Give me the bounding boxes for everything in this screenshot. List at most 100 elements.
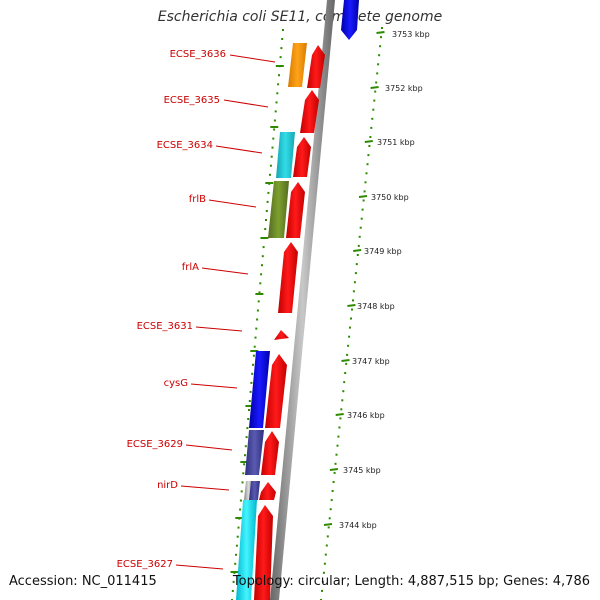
ring-dot <box>375 81 378 84</box>
ring-dot <box>381 27 383 29</box>
ring-dot <box>321 589 323 592</box>
ring-dot <box>256 318 259 321</box>
ring-dot <box>354 272 357 275</box>
ring-dot <box>358 235 361 238</box>
gene-label-frlb[interactable]: frlB <box>189 194 206 205</box>
ring-dot <box>337 435 340 438</box>
ring-dot <box>255 327 258 330</box>
gene-labels: ECSE_3636 ECSE_3635 ECSE_3634 frlB frlA … <box>117 49 226 570</box>
ring-dot <box>343 381 346 384</box>
ring-dot <box>341 399 344 402</box>
feature-blue-top[interactable] <box>341 0 359 40</box>
ring-dot <box>262 246 265 249</box>
scale-tick <box>376 31 385 34</box>
cds-arrow[interactable] <box>293 137 311 177</box>
ring-dot <box>232 580 235 583</box>
cds-arrow[interactable] <box>307 45 325 88</box>
ring-dot <box>277 83 280 86</box>
ring-dot <box>380 36 382 39</box>
ring-dot <box>252 363 254 366</box>
ring-dot <box>324 553 327 556</box>
scale-label: 3746 kbp <box>347 411 385 420</box>
ring-dot <box>359 226 362 229</box>
ring-dot <box>269 164 272 167</box>
scale-labels: 3753 kbp 3752 kbp 3751 kbp 3750 kbp 3749… <box>339 30 430 530</box>
ring-dot <box>261 255 264 258</box>
ring-dot <box>352 290 355 293</box>
ring-dot <box>254 336 257 339</box>
scale-tick <box>358 195 368 198</box>
scale-ring <box>320 27 385 600</box>
ring-dot <box>246 427 249 430</box>
gene-block-ecse-3636[interactable] <box>288 43 307 87</box>
scale-tick <box>347 304 356 307</box>
genome-backbone <box>270 0 335 600</box>
gene-label-ecse-3634[interactable]: ECSE_3634 <box>157 140 213 151</box>
ring-dot <box>348 335 351 338</box>
ring-dot <box>273 119 276 122</box>
cds-arrow[interactable] <box>286 182 305 238</box>
gene-block-cysg[interactable] <box>249 351 270 428</box>
cds-arrow[interactable] <box>265 354 287 428</box>
gene-label-frla[interactable]: frlA <box>182 262 199 273</box>
ring-dot <box>355 263 358 266</box>
ring-dot <box>352 299 354 302</box>
ring-dot <box>250 381 253 384</box>
ring-dot <box>353 281 356 284</box>
cds-arrow[interactable] <box>278 242 298 313</box>
ring-dot <box>367 154 370 157</box>
gene-label-ecse-3631[interactable]: ECSE_3631 <box>137 321 193 332</box>
ring-dot <box>279 56 282 59</box>
ring-dot <box>236 535 239 538</box>
gene-label-ecse-3627[interactable]: ECSE_3627 <box>117 559 173 570</box>
ring-dot <box>261 264 263 267</box>
ring-dot <box>248 400 251 402</box>
ring-dot <box>234 562 237 565</box>
ring-dot <box>241 481 244 484</box>
ring-dot <box>267 191 270 194</box>
ring-dot <box>240 490 243 493</box>
gene-block-ecse-3634[interactable] <box>276 132 295 178</box>
gene-label-ecse-3629[interactable]: ECSE_3629 <box>127 439 183 450</box>
ring-dot <box>371 117 374 120</box>
cds-arrow[interactable] <box>300 90 319 133</box>
gene-block-frlb[interactable] <box>268 181 289 238</box>
gene-block-ecse-3629[interactable] <box>245 430 264 475</box>
scale-tick <box>341 359 350 362</box>
accession-text: Accession: NC_011415 <box>9 574 157 589</box>
ring-dot <box>249 390 252 393</box>
ring-dot <box>366 163 369 166</box>
ring-dot <box>245 436 248 439</box>
ring-dot <box>276 92 279 95</box>
gene-label-nird[interactable]: nirD <box>157 480 178 491</box>
gene-ring-guide <box>230 29 284 600</box>
ring-dot <box>373 99 376 102</box>
ring-dot <box>244 454 246 457</box>
gene-label-cysg[interactable]: cysG <box>164 378 188 389</box>
cds-arrow[interactable] <box>254 505 273 600</box>
feature-track[interactable] <box>236 0 359 600</box>
scale-label: 3747 kbp <box>352 357 390 366</box>
gene-label-ecse-3636[interactable]: ECSE_3636 <box>170 49 226 60</box>
ring-dot <box>280 47 283 50</box>
ring-dot <box>258 291 261 294</box>
cds-arrow[interactable] <box>274 330 289 340</box>
ring-dot <box>369 136 372 138</box>
ring-dot <box>334 462 337 465</box>
ring-dot <box>356 254 359 256</box>
ring-dot <box>323 562 326 565</box>
ring-dot <box>332 481 335 483</box>
ring-dot <box>368 145 371 147</box>
ring-dot <box>349 326 351 329</box>
ring-dot <box>273 128 276 131</box>
cds-arrow[interactable] <box>259 482 276 500</box>
gene-block-ecse-3627[interactable] <box>236 500 257 600</box>
cds-arrow[interactable] <box>261 431 279 475</box>
ring-dot <box>357 244 360 247</box>
gene-block-nird[interactable] <box>249 481 260 500</box>
ring-dot <box>338 426 341 429</box>
scale-label: 3748 kbp <box>357 302 395 311</box>
gene-label-ecse-3635[interactable]: ECSE_3635 <box>164 95 220 106</box>
ring-dot <box>231 590 234 592</box>
